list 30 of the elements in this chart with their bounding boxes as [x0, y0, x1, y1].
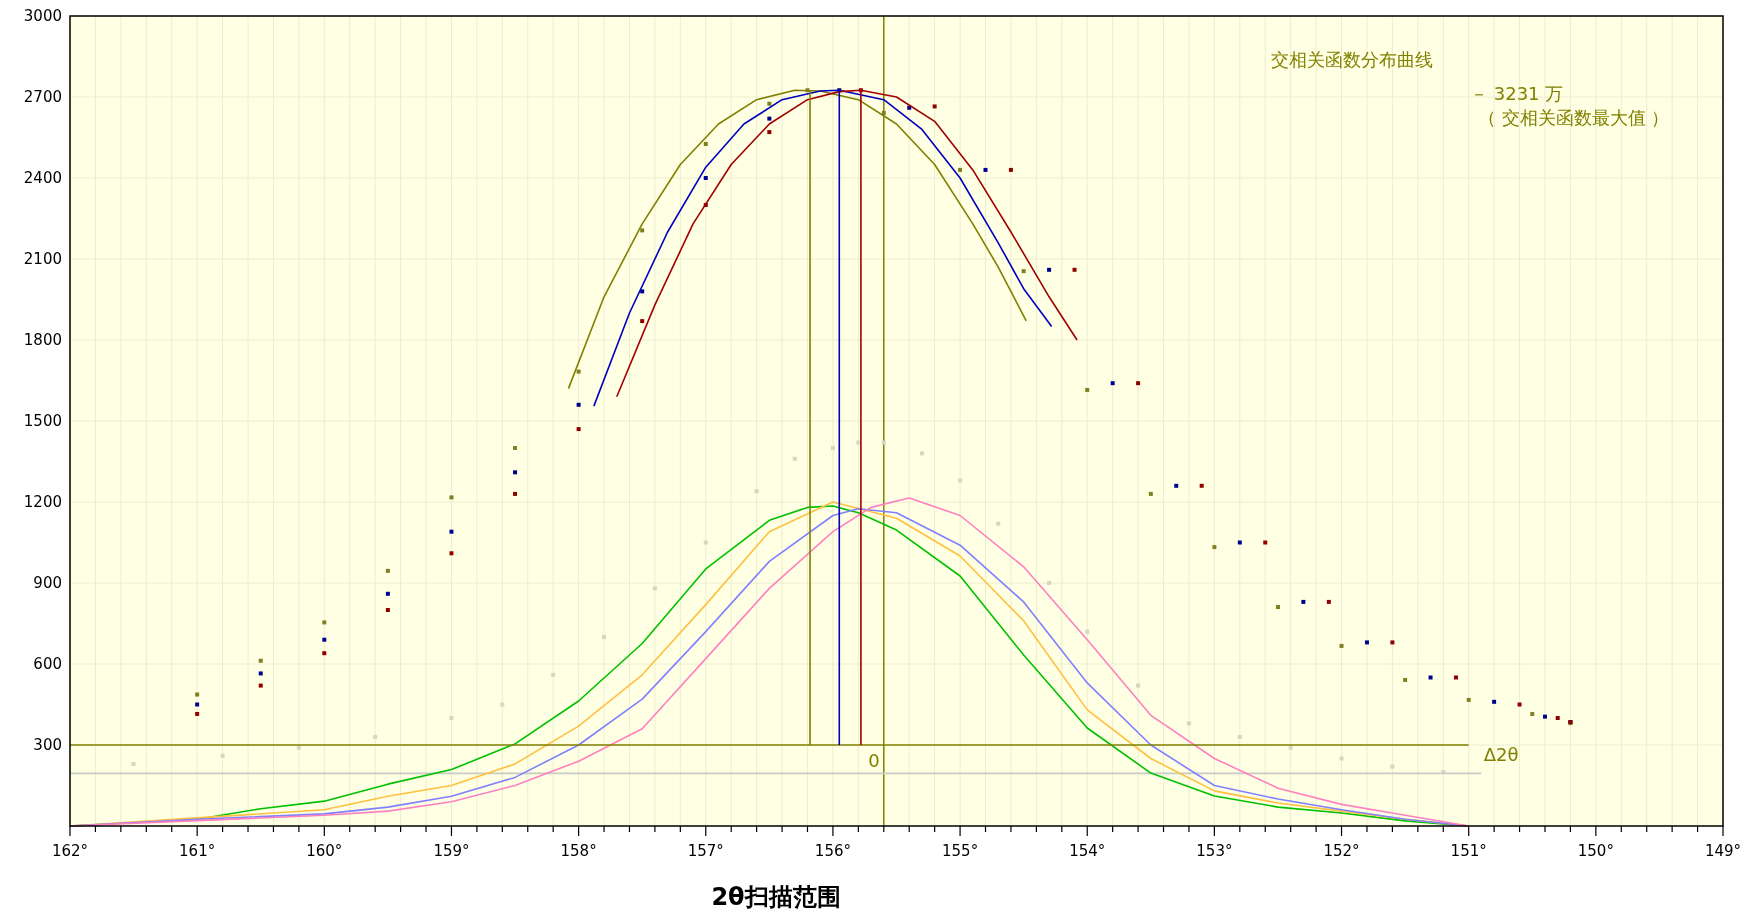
y-tick-label: 1500: [23, 412, 62, 430]
y-tick-label: 3000: [23, 7, 62, 25]
y-tick-label: 2400: [23, 169, 62, 187]
x-tick-label: 152°: [1323, 842, 1360, 860]
x-tick-label: 150°: [1577, 842, 1614, 860]
annotation: － 3231 万: [1470, 83, 1564, 104]
annotation: Δ2θ: [1483, 744, 1519, 765]
x-tick-label: 151°: [1450, 842, 1487, 860]
annotation: （ 交相关函数最大值 ）: [1478, 107, 1670, 128]
annotation: 交相关函数分布曲线: [1271, 49, 1433, 70]
x-tick-label: 156°: [814, 842, 851, 860]
y-tick-label: 2100: [23, 250, 62, 268]
x-tick-label: 154°: [1069, 842, 1106, 860]
y-tick-label: 1800: [23, 331, 62, 349]
x-tick-label: 162°: [51, 842, 89, 860]
annotation: 0: [868, 750, 880, 771]
y-tick-label: 2700: [23, 88, 62, 106]
x-axis-title: 2θ扫描范围: [711, 883, 841, 911]
x-tick-label: 149°: [1704, 842, 1742, 860]
y-tick-label: 600: [33, 655, 62, 673]
x-tick-label: 155°: [942, 842, 979, 860]
x-tick-label: 161°: [179, 842, 216, 860]
y-tick-label: 900: [33, 574, 62, 592]
x-tick-label: 160°: [306, 842, 343, 860]
x-tick-label: 159°: [433, 842, 470, 860]
x-tick-label: 157°: [687, 842, 724, 860]
x-tick-label: 153°: [1196, 842, 1233, 860]
y-tick-label: 1200: [23, 493, 62, 511]
y-tick-label: 300: [33, 736, 62, 754]
x-tick-label: 158°: [560, 842, 597, 860]
